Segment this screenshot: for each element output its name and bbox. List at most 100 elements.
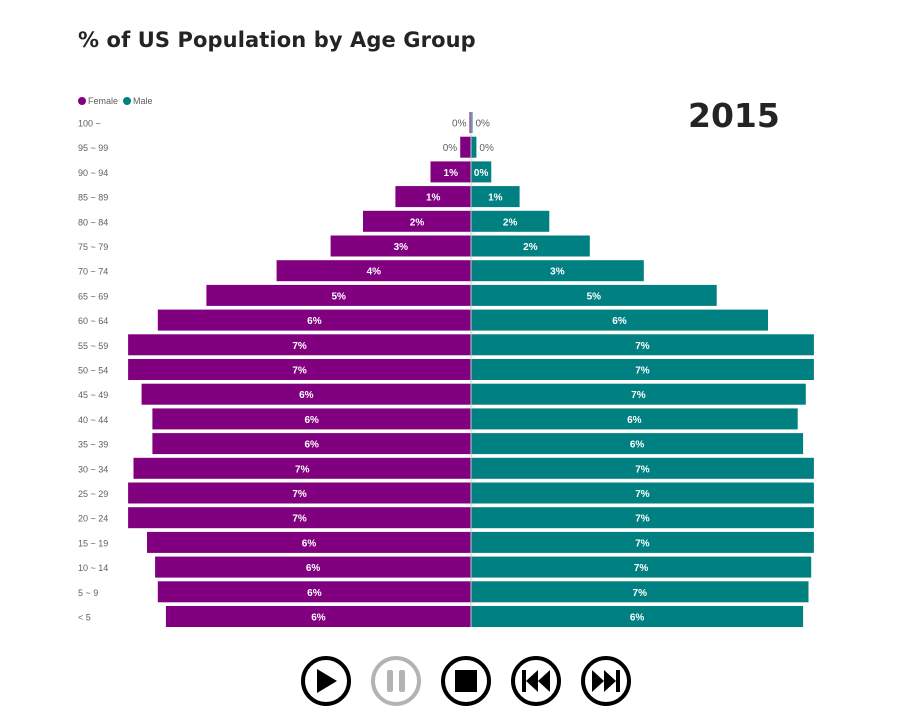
bar-female[interactable] [363, 210, 471, 232]
bar-female[interactable] [430, 161, 472, 183]
bar-male[interactable] [471, 433, 804, 455]
bar-male[interactable] [471, 284, 717, 306]
bar-male[interactable] [471, 235, 590, 257]
bar-female[interactable] [152, 433, 471, 455]
y-tick-label: 95 ~ 99 [78, 143, 108, 153]
y-tick-label: 85 ~ 89 [78, 193, 108, 203]
bar-male[interactable] [471, 507, 814, 529]
bar-female[interactable] [128, 359, 471, 380]
next-button[interactable] [581, 656, 631, 706]
bar-female[interactable] [469, 112, 472, 133]
data-label-female: 2% [410, 217, 425, 228]
data-label-female: 6% [302, 538, 317, 549]
bar-female[interactable] [460, 136, 471, 158]
y-tick-label: 55 ~ 59 [78, 341, 108, 351]
legend-swatch-female [78, 97, 86, 105]
bar-female[interactable] [128, 507, 471, 529]
bar-female[interactable] [276, 260, 471, 282]
legend-swatch-male [123, 97, 132, 105]
bar-male[interactable] [471, 457, 814, 479]
bar-female[interactable] [152, 408, 471, 430]
data-label-male: 6% [630, 613, 645, 624]
bar-male[interactable] [471, 186, 520, 208]
bar-male[interactable] [471, 136, 477, 158]
bar-male[interactable] [471, 334, 814, 356]
data-label-female: 7% [292, 514, 307, 525]
year-display: 2015 [688, 96, 780, 135]
data-label-male: 7% [633, 588, 648, 599]
bar-male[interactable] [471, 309, 768, 331]
data-label-male: 0% [476, 119, 491, 130]
bar-male[interactable] [471, 161, 492, 183]
data-label-male: 0% [479, 143, 494, 154]
data-label-male: 6% [627, 415, 642, 426]
play-button[interactable] [301, 656, 351, 706]
bar-female[interactable] [157, 581, 472, 603]
data-label-female: 4% [367, 267, 382, 278]
legend-item-female[interactable]: Female [78, 96, 118, 106]
data-label-male: 5% [587, 291, 602, 302]
bar-male[interactable] [471, 112, 473, 133]
data-label-female: 6% [307, 588, 322, 599]
bar-male[interactable] [471, 260, 644, 282]
bar-female[interactable] [165, 606, 471, 627]
bar-female[interactable] [128, 334, 471, 356]
data-label-female: 6% [304, 440, 319, 451]
data-label-male: 6% [612, 316, 627, 327]
bar-female[interactable] [157, 309, 472, 331]
bar-male[interactable] [471, 383, 806, 405]
data-label-male: 6% [630, 440, 645, 451]
y-tick-label: < 5 [78, 613, 91, 623]
data-label-male: 2% [503, 217, 518, 228]
data-label-male: 7% [631, 390, 646, 401]
legend-label-female: Female [88, 96, 119, 106]
data-label-male: 0% [474, 168, 489, 179]
bar-female[interactable] [395, 186, 471, 208]
bar-female[interactable] [141, 383, 471, 405]
y-tick-label: 80 ~ 84 [78, 217, 108, 227]
play-icon [317, 669, 337, 693]
bar-male[interactable] [471, 556, 812, 578]
data-label-female: 7% [292, 341, 307, 352]
stop-icon [455, 670, 477, 692]
y-tick-label: 75 ~ 79 [78, 242, 108, 252]
data-label-female: 6% [306, 563, 321, 574]
y-tick-label: 30 ~ 34 [78, 464, 108, 474]
bar-female[interactable] [330, 235, 471, 257]
data-label-female: 1% [444, 168, 459, 179]
data-label-female: 7% [292, 366, 307, 377]
bar-male[interactable] [471, 210, 550, 232]
bar-male[interactable] [471, 359, 814, 380]
data-label-male: 7% [635, 514, 650, 525]
data-label-male: 2% [523, 242, 538, 253]
bar-female[interactable] [133, 457, 472, 479]
bar-male[interactable] [471, 531, 814, 553]
bar-female[interactable] [128, 482, 471, 504]
y-tick-label: 5 ~ 9 [78, 588, 98, 598]
data-label-male: 7% [635, 464, 650, 475]
previous-button[interactable] [511, 656, 561, 706]
data-label-female: 6% [304, 415, 319, 426]
bar-male[interactable] [471, 606, 804, 627]
data-label-female: 6% [299, 390, 314, 401]
pause-button[interactable] [371, 656, 421, 706]
y-tick-label: 45 ~ 49 [78, 390, 108, 400]
population-pyramid-chart: 100 ~ 0% 0% 95 ~ 99 0% 0% 90 ~ 94 1% 0% 85 ~ 89 1%… [78, 112, 814, 627]
legend: Female Male [78, 96, 158, 106]
bar-male[interactable] [471, 482, 814, 504]
data-label-female: 0% [452, 119, 467, 130]
pause-icon [387, 670, 405, 692]
bar-female[interactable] [206, 284, 471, 306]
data-label-male: 7% [634, 563, 649, 574]
data-label-male: 1% [488, 193, 503, 204]
data-label-male: 7% [635, 538, 650, 549]
bar-male[interactable] [471, 408, 798, 430]
bar-female[interactable] [155, 556, 471, 578]
stop-button[interactable] [441, 656, 491, 706]
legend-item-male[interactable]: Male [123, 96, 153, 106]
data-label-male: 7% [635, 489, 650, 500]
bar-female[interactable] [147, 531, 471, 553]
bar-male[interactable] [471, 581, 809, 603]
data-label-male: 3% [550, 267, 565, 278]
